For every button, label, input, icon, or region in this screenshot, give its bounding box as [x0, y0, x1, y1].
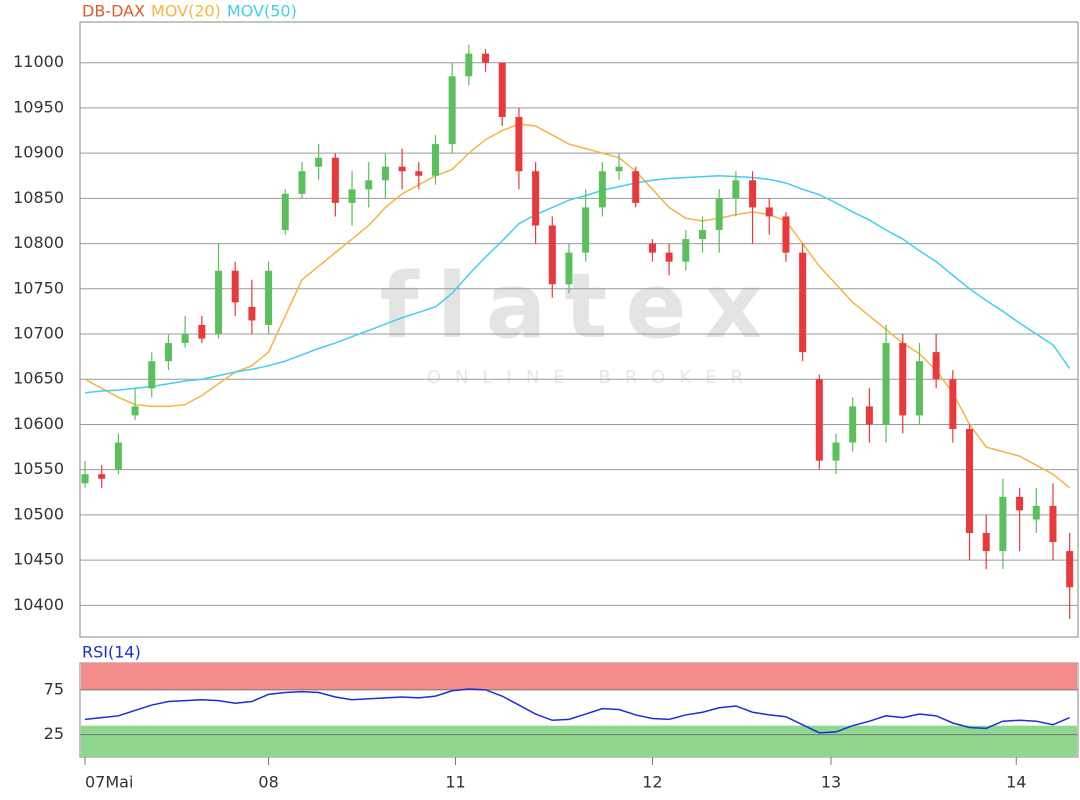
candle-body — [698, 230, 706, 240]
candle-body — [431, 144, 439, 176]
candle-body — [265, 270, 273, 325]
candle-body — [782, 216, 790, 253]
candle-body — [365, 180, 373, 190]
candle-body — [1049, 505, 1057, 543]
candle-body — [799, 252, 807, 353]
candle-body — [415, 171, 423, 176]
candle-body — [882, 343, 890, 425]
candle-body — [498, 62, 506, 117]
candle-body — [381, 166, 389, 181]
candle-body — [482, 53, 490, 63]
y-tick-label: 10550 — [13, 459, 64, 478]
y-tick-label: 10750 — [13, 278, 64, 297]
candle-body — [198, 324, 206, 339]
y-tick-label: 10700 — [13, 324, 64, 343]
candle-body — [131, 406, 139, 416]
y-tick-label: 10450 — [13, 550, 64, 569]
candle-body — [114, 442, 122, 470]
candle-body — [398, 166, 406, 172]
x-tick-label: 08 — [258, 773, 278, 792]
candle-body — [1016, 496, 1024, 511]
candle-body — [832, 442, 840, 461]
candle-body — [248, 306, 256, 321]
candle-body — [315, 157, 323, 167]
rsi-zone — [81, 663, 1077, 690]
x-tick-label: 13 — [821, 773, 841, 792]
y-tick-label: 10650 — [13, 369, 64, 388]
candle-body — [548, 225, 556, 285]
candle-body — [715, 198, 723, 231]
candle-body — [215, 270, 223, 335]
x-tick-label: 12 — [642, 773, 662, 792]
candle-body — [231, 270, 239, 303]
y-tick-label: 10900 — [13, 143, 64, 162]
legend-entry: DB-DAX — [82, 2, 145, 21]
candle-body — [98, 474, 106, 479]
candle-body — [1066, 551, 1074, 588]
y-tick-label: 10500 — [13, 504, 64, 523]
candle-body — [665, 252, 673, 262]
candle-body — [298, 171, 306, 194]
y-tick-label: 11000 — [13, 52, 64, 71]
candle-body — [598, 171, 606, 208]
candle-body — [865, 406, 873, 425]
candle-body — [982, 532, 990, 552]
moving-average-line — [84, 174, 1071, 394]
candle-body — [81, 474, 89, 484]
candle-body — [915, 361, 923, 416]
candle-body — [148, 361, 156, 389]
candle-body — [765, 207, 773, 217]
x-tick-label: 11 — [445, 773, 465, 792]
candle-body — [448, 76, 456, 145]
x-tick-label: 07Mai — [85, 773, 133, 792]
candle-body — [582, 207, 590, 253]
candle-body — [849, 406, 857, 443]
candle-body — [1032, 505, 1040, 520]
candle-body — [648, 243, 656, 253]
candle-body — [732, 180, 740, 199]
candle-body — [749, 180, 757, 208]
candle-body — [465, 53, 473, 77]
candle-body — [999, 496, 1007, 552]
y-tick-label: 10850 — [13, 188, 64, 207]
y-tick-label: 75 — [44, 679, 64, 698]
watermark-sub: ONLINE BROKER — [427, 367, 757, 388]
candle-body — [632, 171, 640, 203]
candle-body — [966, 428, 974, 533]
candle-body — [181, 334, 189, 344]
candle-body — [949, 379, 957, 429]
y-tick-label: 25 — [44, 724, 64, 743]
candle-body — [532, 171, 540, 226]
rsi-zone — [81, 725, 1077, 757]
y-tick-label: 10400 — [13, 595, 64, 614]
candle-body — [164, 343, 172, 362]
candle-body — [899, 343, 907, 416]
candle-body — [815, 379, 823, 461]
legend-entry: MOV(20) — [151, 2, 221, 21]
candle-body — [281, 193, 289, 231]
candle-body — [331, 157, 339, 203]
candle-body — [932, 352, 940, 380]
rsi-title: RSI(14) — [82, 643, 141, 662]
rsi-line — [84, 688, 1070, 734]
candle-body — [348, 189, 356, 203]
watermark-logo: flatex — [380, 254, 781, 359]
main-plot-area — [79, 21, 1079, 638]
candle-body — [565, 252, 573, 285]
candle-body — [682, 239, 690, 262]
legend-entry: MOV(50) — [227, 2, 297, 21]
candle-body — [515, 116, 523, 172]
y-tick-label: 10950 — [13, 97, 64, 116]
candle-body — [615, 166, 623, 172]
y-tick-label: 10600 — [13, 414, 64, 433]
y-tick-label: 10800 — [13, 233, 64, 252]
x-tick-label: 14 — [1006, 773, 1026, 792]
